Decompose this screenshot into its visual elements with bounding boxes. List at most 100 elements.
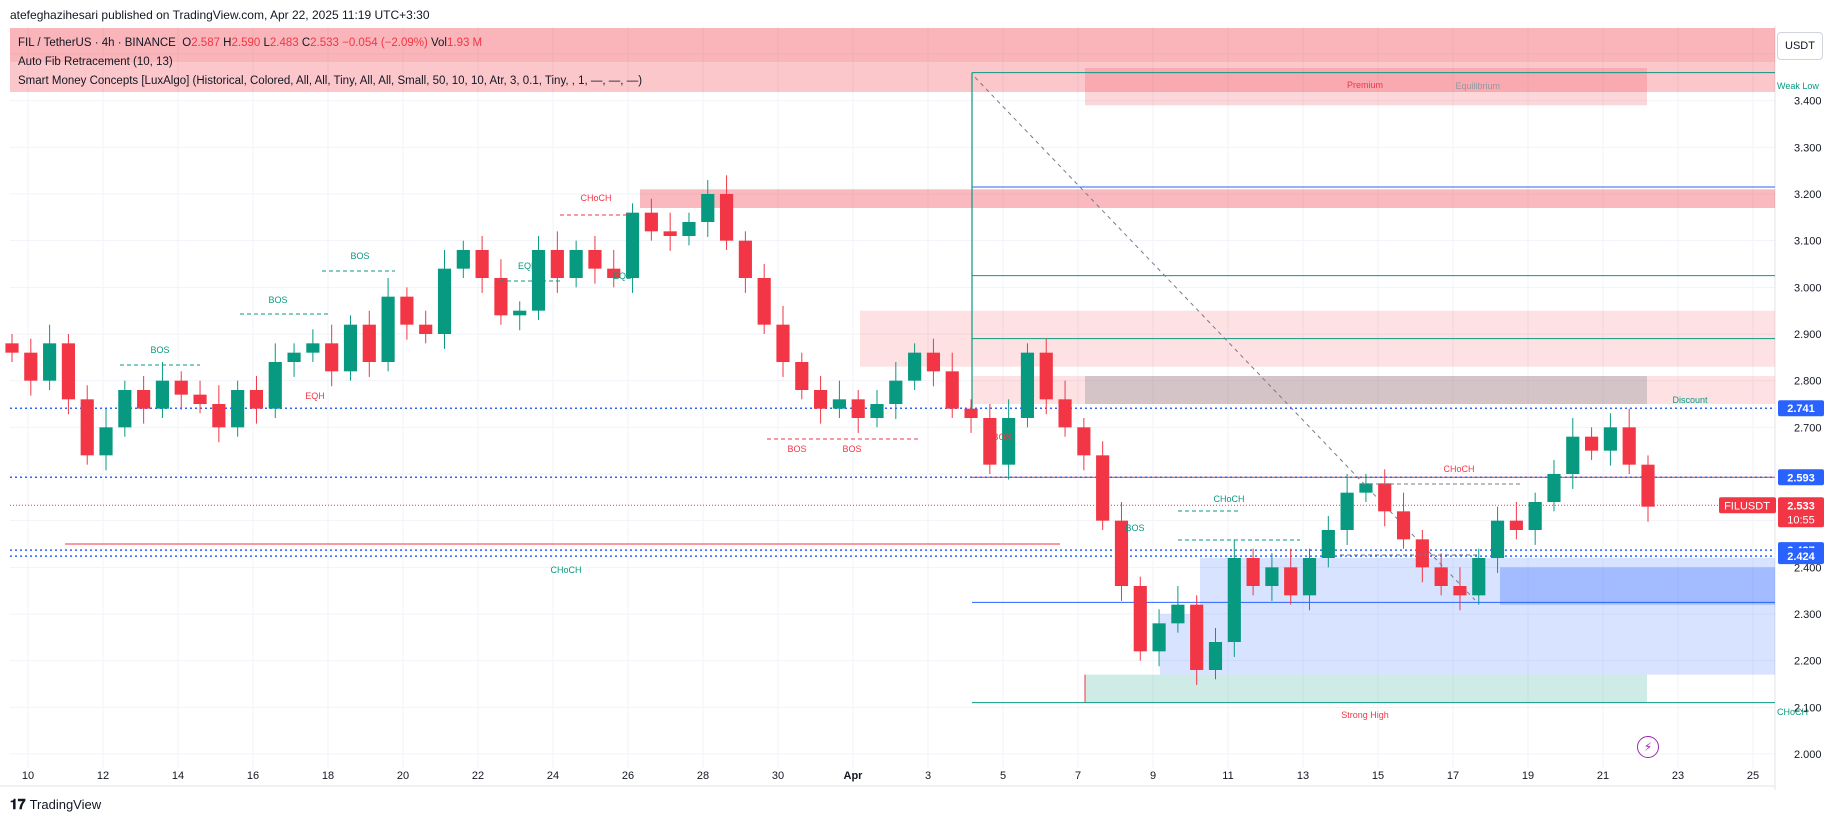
structure-label: BOS (1125, 523, 1144, 533)
candle-body (1039, 352, 1053, 400)
demand-zone-2 (1500, 567, 1775, 605)
candle-body (719, 194, 734, 241)
structure-label: CHoCH (550, 565, 581, 575)
symbol-name[interactable]: FIL / TetherUS · 4h · BINANCE (18, 37, 176, 49)
lightning-icon[interactable]: ⚡ (1637, 736, 1659, 758)
candle-body (1641, 464, 1655, 507)
time-tick: 13 (1297, 770, 1309, 782)
countdown-value: 10:55 (1787, 514, 1815, 526)
candle-body (1002, 418, 1016, 465)
level-price-tag (1778, 548, 1824, 565)
indicator-smc[interactable]: Smart Money Concepts [LuxAlgo] (Historic… (18, 75, 643, 87)
time-tick: 18 (322, 770, 334, 782)
price-tick: 2.800 (1794, 376, 1822, 388)
last-price-value: 2.533 (1787, 500, 1815, 512)
symbol-tag-label: FILUSDT (1724, 500, 1770, 512)
time-tick: 20 (397, 770, 409, 782)
candle-body (1340, 492, 1354, 530)
candle-body (1396, 511, 1411, 540)
candle-body (682, 222, 696, 236)
candle-body (1265, 567, 1279, 586)
time-tick: 30 (772, 770, 784, 782)
structure-label: CHoCH (580, 193, 611, 203)
demand-zone-3 (1160, 614, 1775, 675)
indicator-fib[interactable]: Auto Fib Retracement (10, 13) (18, 56, 173, 68)
candle-body (757, 278, 771, 325)
candle-body (1190, 604, 1204, 670)
structure-label: BOS (992, 432, 1011, 442)
candle-body (1171, 604, 1185, 624)
candle-body (851, 399, 865, 418)
price-tick: 2.100 (1794, 702, 1822, 714)
structure-label: Premium (1347, 80, 1383, 90)
candle-body (832, 399, 846, 409)
candle-body (889, 380, 903, 404)
candle-body (795, 362, 809, 390)
tradingview-logo-icon: 𝟏𝟕 (10, 796, 26, 812)
candle-body (1509, 520, 1523, 530)
candle-body (1603, 427, 1617, 451)
price-tick: 2.000 (1794, 749, 1822, 761)
price-tick: 3.300 (1794, 142, 1822, 154)
candle-body (118, 390, 132, 428)
candle-body (870, 404, 884, 418)
high-value: 2.590 (231, 37, 261, 49)
candle-body (268, 362, 282, 409)
time-tick: 21 (1597, 770, 1609, 782)
candle-body (437, 268, 452, 334)
candle-body (1114, 520, 1129, 586)
supply-zone (640, 189, 1775, 208)
currency-unit-button[interactable]: USDT (1777, 32, 1823, 60)
candle-body (1284, 567, 1298, 596)
price-tick: 2.400 (1794, 562, 1822, 574)
candle-body (1547, 474, 1561, 502)
time-tick: 3 (925, 770, 931, 782)
candle-body (24, 352, 38, 381)
candle-body (5, 343, 19, 353)
supply-zone-3 (972, 376, 1775, 404)
candle-body (738, 240, 752, 278)
candle-body (231, 390, 245, 428)
candle-body (945, 371, 959, 409)
price-tick: 2.200 (1794, 656, 1822, 668)
candle-body (776, 324, 790, 362)
candle-body (625, 212, 640, 278)
candle-body (983, 418, 997, 465)
candle-body (663, 231, 677, 236)
time-tick: 25 (1747, 770, 1759, 782)
candle-body (43, 343, 57, 381)
time-tick: 9 (1150, 770, 1156, 782)
candle-body (814, 390, 828, 409)
level-price-value: 2.424 (1787, 551, 1815, 563)
price-tick: 3.200 (1794, 189, 1822, 201)
candle-body (908, 352, 922, 381)
candle-body (531, 250, 546, 311)
time-tick: 23 (1672, 770, 1684, 782)
structure-label: BOS (268, 295, 287, 305)
time-tick: 10 (22, 770, 34, 782)
level-price-value: 2.741 (1787, 403, 1815, 415)
candle-body (1246, 558, 1260, 586)
level-price-tag (1778, 469, 1824, 486)
fib-trend-line (974, 76, 1476, 601)
close-value: 2.533 (310, 37, 339, 49)
candle-body (644, 212, 658, 232)
footer-brand[interactable]: 𝟏𝟕 TradingView (10, 796, 101, 813)
candle-body (1490, 520, 1505, 558)
price-tick: 2.900 (1794, 329, 1822, 341)
candle-body (1208, 642, 1223, 670)
discount-zone (1085, 674, 1647, 703)
time-tick: 24 (547, 770, 559, 782)
brand-name: TradingView (29, 797, 102, 812)
candle-body (1058, 399, 1072, 428)
candle-body (926, 352, 941, 372)
structure-label: EQH (305, 391, 325, 401)
candle-body (1133, 586, 1147, 652)
time-tick: Apr (844, 770, 864, 782)
candle-body (137, 390, 151, 409)
candle-body (1152, 623, 1166, 652)
candle-body (1077, 427, 1091, 456)
structure-label: Weak Low (1777, 81, 1819, 91)
candle-body (550, 250, 564, 278)
